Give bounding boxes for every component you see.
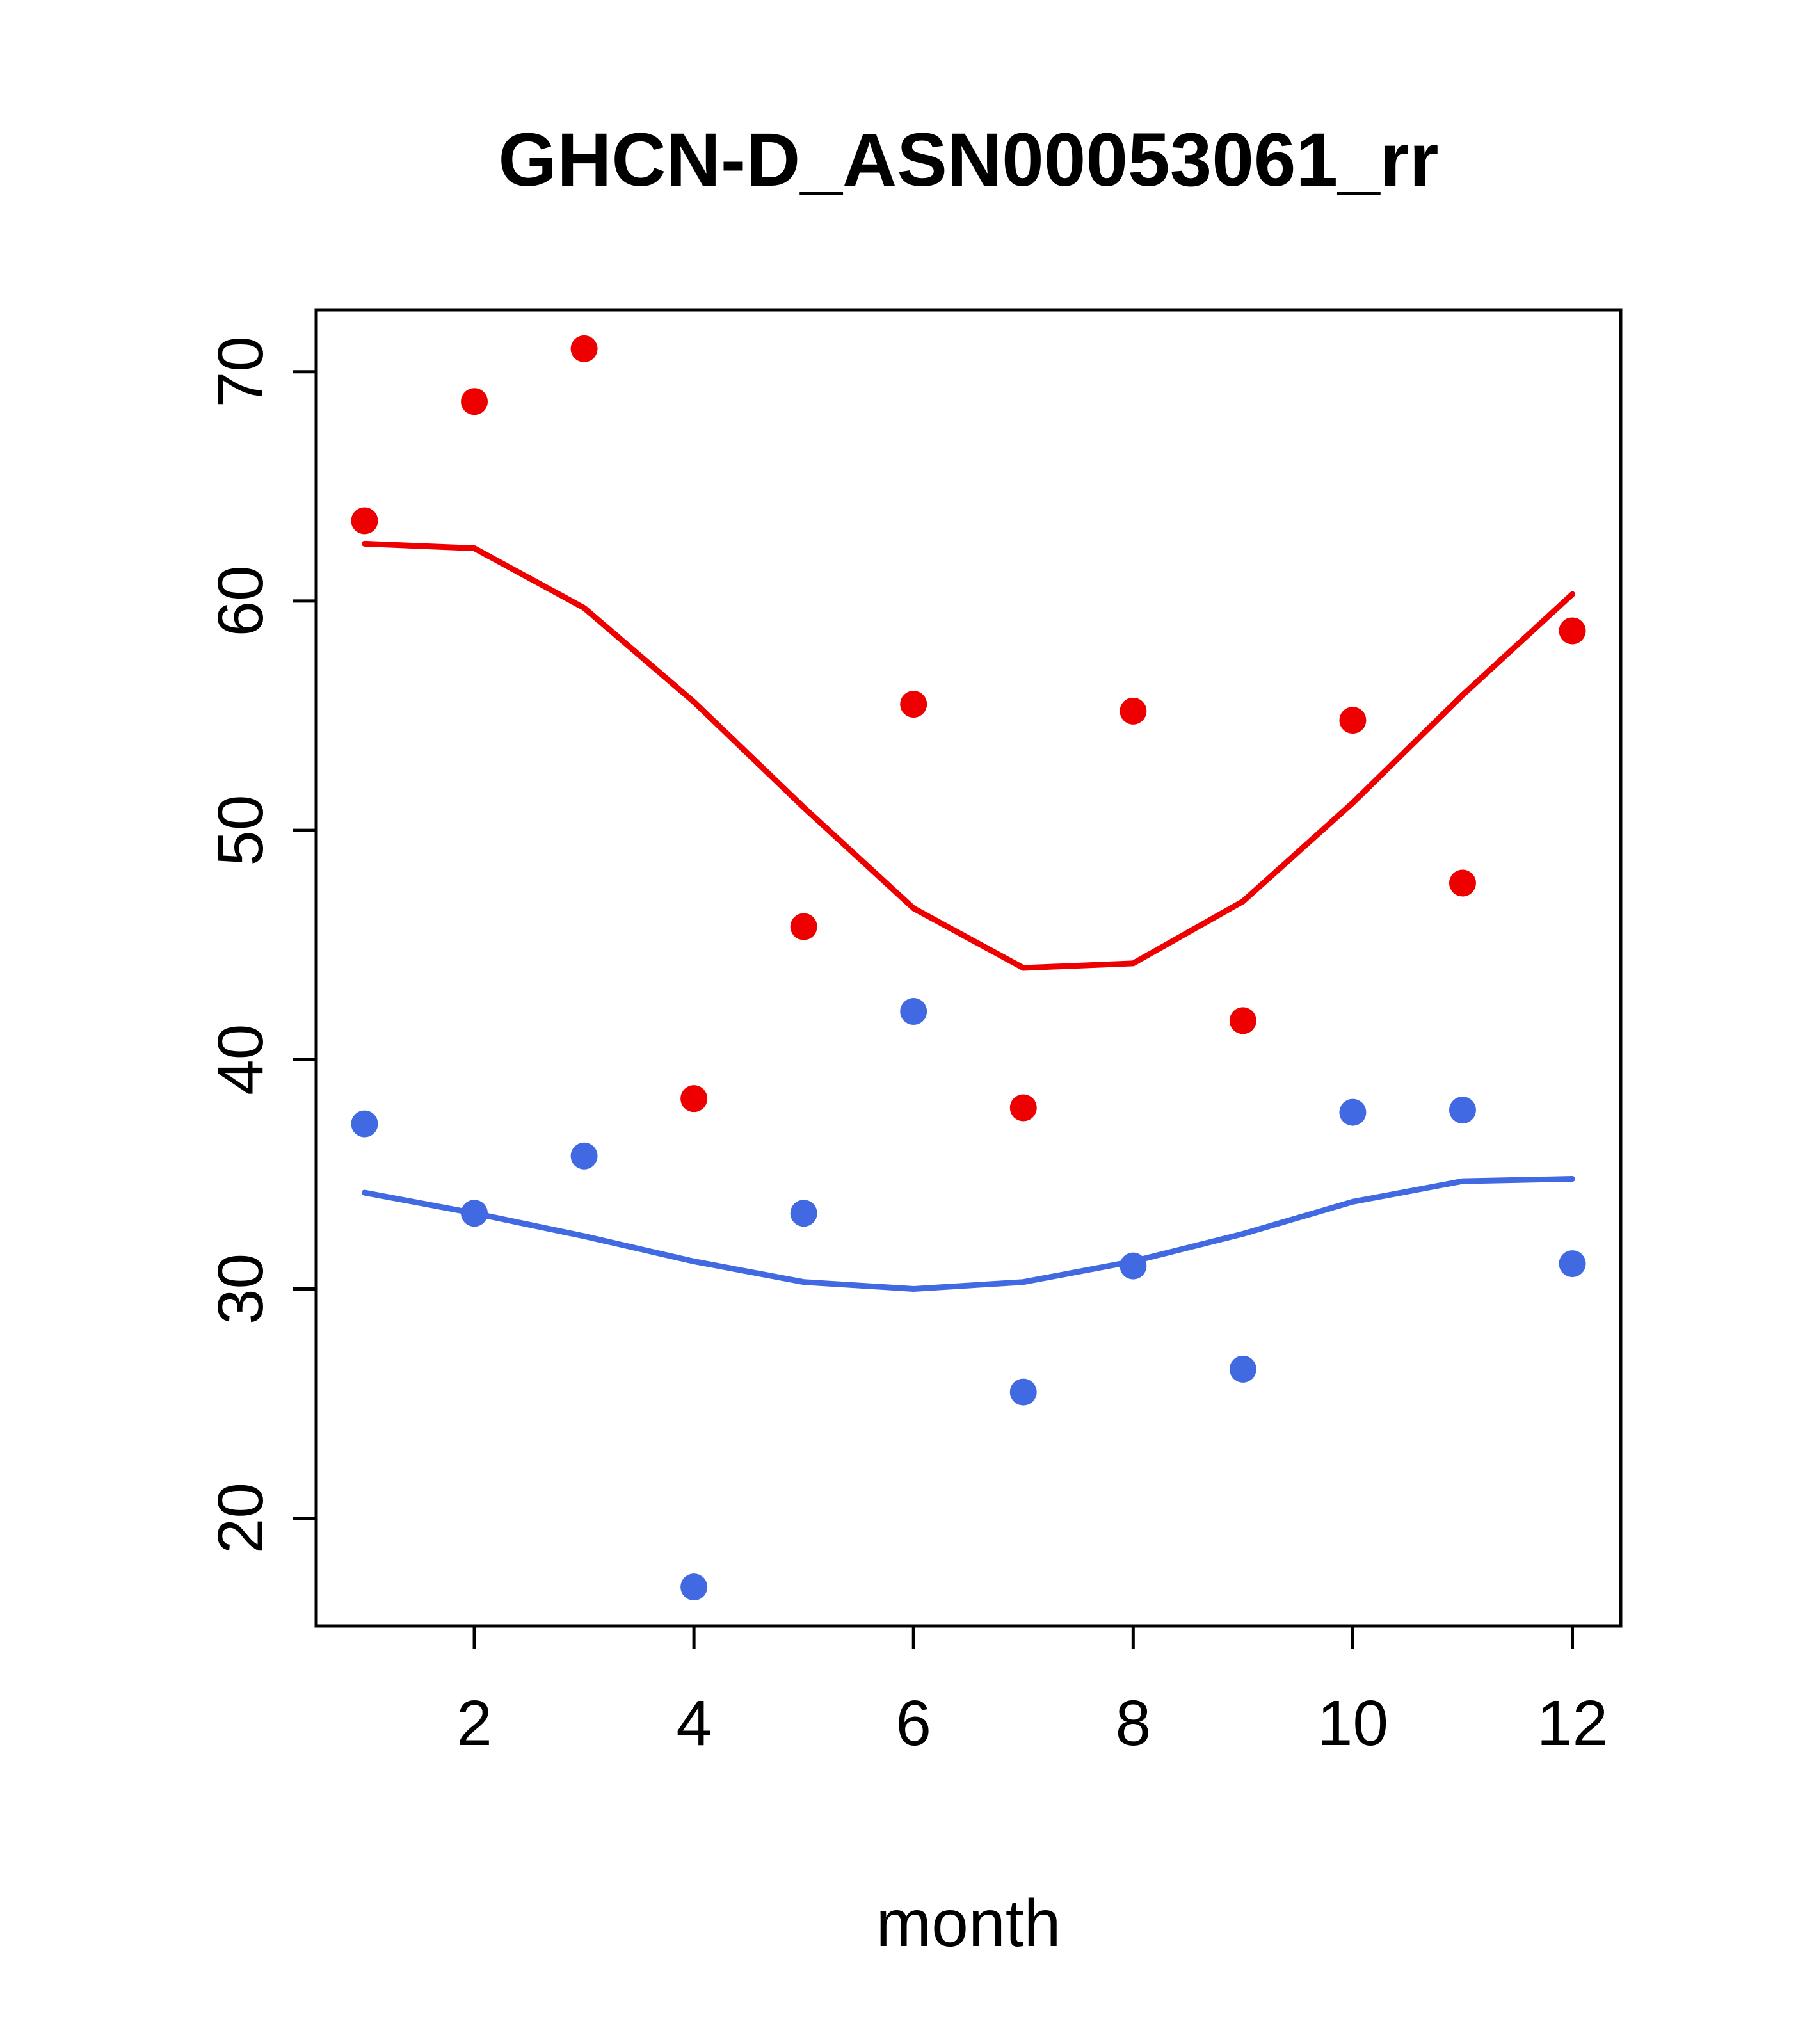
blue-points-point xyxy=(351,1110,378,1138)
blue-points-point xyxy=(900,998,927,1026)
y-tick-label: 50 xyxy=(205,794,277,865)
red-points-point xyxy=(680,1085,708,1113)
blue-points-point xyxy=(1559,1250,1586,1278)
x-tick-label: 10 xyxy=(1317,1687,1388,1759)
blue-points-point xyxy=(570,1142,598,1170)
blue-points-point xyxy=(1229,1355,1256,1383)
blue-points-point xyxy=(790,1200,817,1227)
red-points-point xyxy=(1339,707,1367,734)
blue-points-point xyxy=(1009,1378,1037,1406)
red-points-point xyxy=(1229,1007,1256,1034)
y-tick-label: 60 xyxy=(205,565,277,636)
red-points-point xyxy=(351,507,378,535)
chart-title: GHCN-D_ASN00053061_rr xyxy=(498,118,1438,202)
x-tick-label: 4 xyxy=(676,1687,712,1759)
x-tick-label: 8 xyxy=(1116,1687,1152,1759)
x-tick-label: 2 xyxy=(456,1687,492,1759)
red-points-point xyxy=(790,913,817,940)
blue-points-point xyxy=(680,1573,708,1601)
red-points-point xyxy=(1449,869,1476,897)
x-axis-label: month xyxy=(876,1887,1061,1961)
red-points-point xyxy=(1009,1094,1037,1122)
blue-points-point xyxy=(1339,1098,1367,1126)
plot-border xyxy=(314,308,1623,1628)
red-points-point xyxy=(900,691,927,718)
red-points-point xyxy=(1559,617,1586,645)
red-smooth-line xyxy=(361,540,1576,971)
blue-points-point xyxy=(1449,1097,1476,1124)
x-tick-label: 12 xyxy=(1537,1687,1608,1759)
blue-smooth-line xyxy=(361,1176,1576,1292)
red-points-point xyxy=(1120,697,1147,725)
y-tick-label: 30 xyxy=(205,1253,277,1324)
red-points-point xyxy=(570,335,598,362)
y-tick-label: 70 xyxy=(205,336,277,407)
x-tick-label: 6 xyxy=(895,1687,931,1759)
y-tick-label: 40 xyxy=(205,1024,277,1095)
y-tick-label: 20 xyxy=(205,1483,277,1554)
red-points-point xyxy=(461,388,488,415)
